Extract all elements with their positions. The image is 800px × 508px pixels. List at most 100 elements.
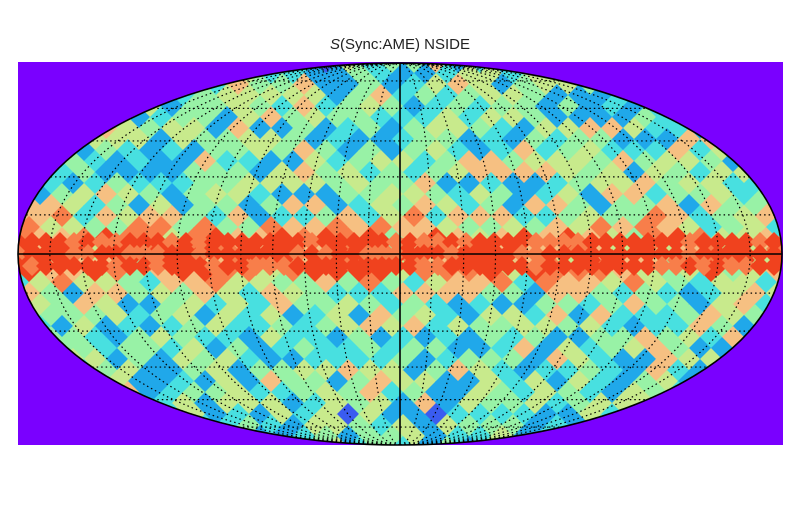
healpix-pixel <box>105 63 129 64</box>
healpix-pixel <box>424 447 448 471</box>
healpix-pixel <box>556 29 580 53</box>
healpix-pixel <box>18 304 19 328</box>
healpix-pixel <box>0 447 8 471</box>
healpix-pixel <box>655 63 679 64</box>
graticule-meridian <box>49 63 401 445</box>
healpix-pixel <box>260 232 280 252</box>
healpix-pixel <box>72 447 96 471</box>
healpix-pixel <box>391 436 415 445</box>
healpix-pixel <box>64 232 84 252</box>
healpix-pixel <box>589 63 613 64</box>
healpix-pixel <box>512 29 536 53</box>
healpix-pixel <box>750 256 770 276</box>
healpix-pixel <box>0 205 8 229</box>
healpix-pixel <box>776 29 800 53</box>
healpix-pixel <box>787 128 800 152</box>
healpix-pixel <box>120 232 140 252</box>
healpix-pixel <box>22 232 42 252</box>
healpix-pixel <box>666 232 686 252</box>
healpix-pixel <box>556 447 580 471</box>
healpix-pixel <box>61 63 85 64</box>
healpix-pixel <box>402 447 426 471</box>
healpix-pixel <box>215 63 239 64</box>
healpix-pixel <box>18 63 19 86</box>
healpix-pixel <box>0 117 8 141</box>
healpix-pixel <box>0 403 8 427</box>
healpix-pixel <box>204 29 228 53</box>
healpix-pixel <box>666 29 690 53</box>
healpix-pixel <box>50 256 70 276</box>
healpix-pixel <box>18 63 19 64</box>
healpix-pixel <box>232 256 252 276</box>
healpix-pixel <box>446 29 470 53</box>
healpix-pixel <box>314 447 338 471</box>
healpix-pixel <box>512 447 536 471</box>
healpix-pixel <box>456 256 476 276</box>
healpix-pixel <box>534 29 558 53</box>
healpix-pixel <box>18 392 19 416</box>
healpix-pixel <box>138 447 162 471</box>
healpix-pixel <box>0 183 8 207</box>
healpix-pixel <box>582 256 602 276</box>
healpix-pixel <box>232 232 252 252</box>
healpix-pixel <box>18 326 19 350</box>
healpix-pixel <box>600 447 624 471</box>
healpix-pixel <box>94 29 118 53</box>
healpix-pixel <box>708 232 728 252</box>
healpix-pixel <box>736 232 756 252</box>
healpix-pixel <box>259 63 283 64</box>
healpix-pixel <box>162 232 182 252</box>
healpix-pixel <box>344 232 364 252</box>
healpix-pixel <box>148 232 168 252</box>
healpix-pixel <box>0 95 8 119</box>
healpix-pixel <box>523 63 547 64</box>
healpix-pixel <box>456 232 476 252</box>
healpix-pixel <box>226 29 250 53</box>
healpix-pixel <box>596 232 616 252</box>
healpix-pixel <box>0 227 8 251</box>
healpix-pixel <box>787 392 800 416</box>
healpix-pixel <box>83 63 107 64</box>
healpix-pixel <box>120 256 140 276</box>
healpix-pixel <box>204 447 228 471</box>
healpix-pixel <box>50 447 74 471</box>
healpix-pixel <box>666 447 690 471</box>
healpix-pixel <box>787 370 800 394</box>
healpix-pixel <box>116 29 140 53</box>
healpix-pixel <box>732 29 756 53</box>
healpix-pixel <box>292 29 316 53</box>
healpix-pixel <box>106 256 126 276</box>
healpix-pixel <box>0 51 8 75</box>
healpix-pixel <box>468 447 492 471</box>
healpix-pixel <box>182 29 206 53</box>
healpix-pixel <box>694 256 714 276</box>
healpix-pixel <box>18 370 19 394</box>
healpix-pixel <box>171 63 195 64</box>
healpix-pixel <box>270 447 294 471</box>
healpix-pixel <box>325 63 349 64</box>
healpix-pixel <box>428 232 448 252</box>
healpix-pixel <box>442 232 462 252</box>
healpix-pixel <box>710 447 734 471</box>
healpix-pixel <box>743 63 767 64</box>
healpix-pixel <box>424 29 448 53</box>
healpix-pixel <box>0 139 8 163</box>
title-symbol: S <box>329 36 340 53</box>
healpix-pixel <box>176 256 196 276</box>
healpix-pixel <box>18 106 19 130</box>
healpix-pixel <box>596 256 616 276</box>
healpix-pixel <box>386 256 406 276</box>
healpix-pixel <box>578 29 602 53</box>
healpix-pixel <box>160 29 184 53</box>
healpix-pixel <box>600 29 624 53</box>
healpix-pixel <box>694 232 714 252</box>
healpix-pixel <box>18 216 19 240</box>
healpix-pixel <box>0 359 8 383</box>
healpix-pixel <box>666 256 686 276</box>
healpix-pixel <box>652 232 672 252</box>
healpix-pixel <box>0 29 8 53</box>
healpix-pixel <box>372 256 392 276</box>
healpix-pixel <box>6 447 30 471</box>
healpix-pixel <box>402 29 426 53</box>
healpix-pixel <box>28 447 52 471</box>
